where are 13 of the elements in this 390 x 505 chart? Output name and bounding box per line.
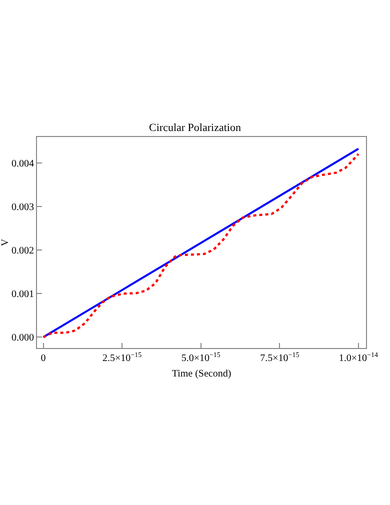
x-tick-label: 5.0×10$^{−15}$ (181, 350, 221, 364)
chart-title: Circular Polarization (149, 122, 242, 134)
x-tick-label: 2.5×10$^{−15}$ (102, 350, 142, 364)
x-tick-label: 0 (40, 353, 46, 364)
y-tick-label: 0.000 (12, 332, 34, 344)
y-tick-label: 0.002 (12, 246, 34, 257)
x-tick-label: 1.0×10$^{−14}$ (338, 350, 378, 364)
y-axis-title: V (0, 238, 11, 246)
x-axis-title: Time (Second) (172, 368, 232, 380)
y-tick-label: 0.001 (12, 289, 34, 300)
y-tick-label: 0.003 (12, 202, 34, 214)
y-tick-label: 0.004 (12, 158, 34, 170)
x-tick-label: 7.5×10$^{−15}$ (260, 350, 300, 364)
